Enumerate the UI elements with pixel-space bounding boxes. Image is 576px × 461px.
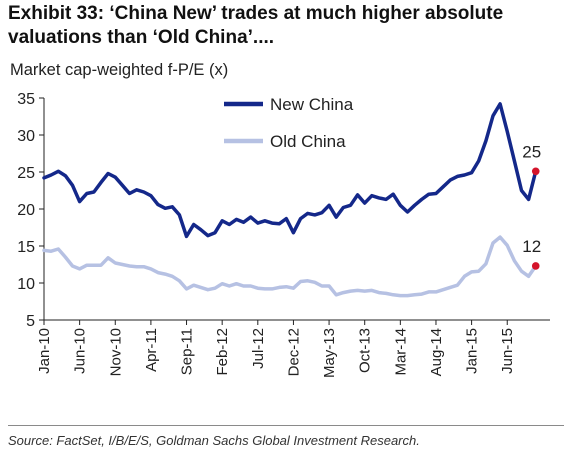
x-tick-label: Jan-10 [36,328,53,374]
x-tick-label: Feb-12 [214,328,231,376]
y-tick-label: 10 [17,276,35,293]
y-axis-label: Market cap-weighted f-P/E (x) [10,61,229,79]
chart-title-line-2: valuations than ‘Old China’.... [8,27,275,48]
y-tick-label: 5 [26,313,35,330]
x-tick-label: Jun-10 [72,328,89,374]
y-tick-label: 30 [17,128,35,145]
x-tick-label: Sep-11 [179,328,196,375]
y-ticks: 5 10 15 20 25 30 35 [17,91,44,330]
y-tick-label: 15 [17,239,35,256]
y-tick-label: 35 [17,91,35,108]
series-group [42,102,538,298]
legend-entry: New China [270,95,354,114]
series-line-new-china [42,102,538,239]
x-tick-label: Aug-14 [428,328,445,376]
end-marker [531,262,540,270]
x-tick-label: Jul-12 [250,328,267,369]
series-line-old-china [42,235,538,298]
x-tick-label: Oct-13 [357,328,374,373]
legend-entry: Old China [270,132,346,151]
end-value-label: 12 [522,237,541,256]
x-tick-label: Jun-15 [499,328,516,374]
source-note: Source: FactSet, I/B/E/S, Goldman Sachs … [8,433,420,448]
x-tick-label: Dec-12 [285,328,302,376]
x-tick-label: Jan-15 [464,328,481,374]
chart-title-line-1: Exhibit 33: ‘China New’ trades at much h… [8,3,504,24]
legend: New China Old China [224,95,354,151]
y-tick-label: 20 [17,202,35,219]
end-labels: 25 12 [522,142,541,270]
source-divider [8,425,564,426]
line-chart: 5 10 15 20 25 30 35 Jan-10 Jun-10 Nov-10 Apr-11 Se… [17,91,550,378]
x-ticks: Jan-10 Jun-10 Nov-10 Apr-11 Sep-11 Feb-12 Jul-… [36,320,516,378]
y-tick-label: 25 [17,165,35,182]
x-tick-label: May-13 [321,328,338,378]
x-tick-label: Apr-11 [143,328,160,372]
x-tick-label: Nov-10 [107,328,124,376]
end-marker [531,167,540,176]
end-value-label: 25 [522,142,541,161]
x-tick-label: Mar-14 [392,328,409,376]
chart-title: Exhibit 33: ‘China New’ trades at much h… [8,2,568,50]
